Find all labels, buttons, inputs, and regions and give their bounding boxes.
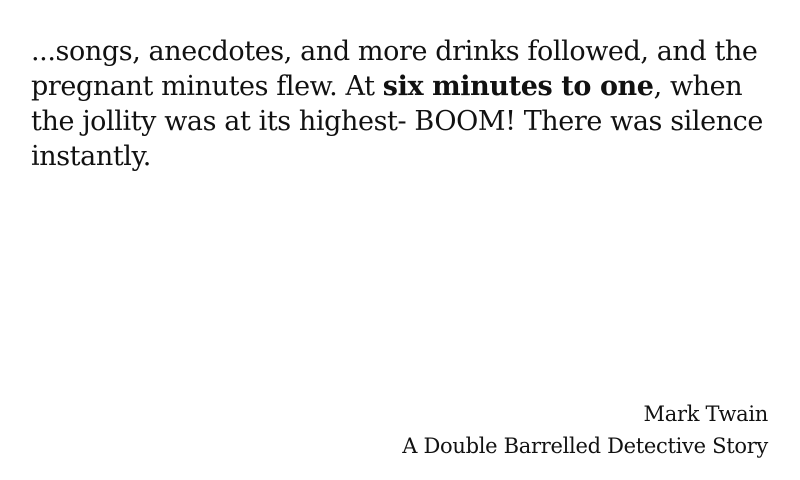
attribution: Mark Twain A Double Barrelled Detective …	[402, 398, 768, 462]
quote-text-before: ...songs, anecdotes, and more drinks fol…	[31, 36, 758, 102]
work-title: A Double Barrelled Detective Story	[402, 434, 768, 458]
author-name: Mark Twain	[643, 402, 769, 426]
quote-emphasis: six minutes to one	[382, 71, 654, 102]
quote-text: ...songs, anecdotes, and more drinks fol…	[31, 34, 776, 174]
quote-text-after: , when the jollity was at its highest- B…	[31, 71, 763, 172]
